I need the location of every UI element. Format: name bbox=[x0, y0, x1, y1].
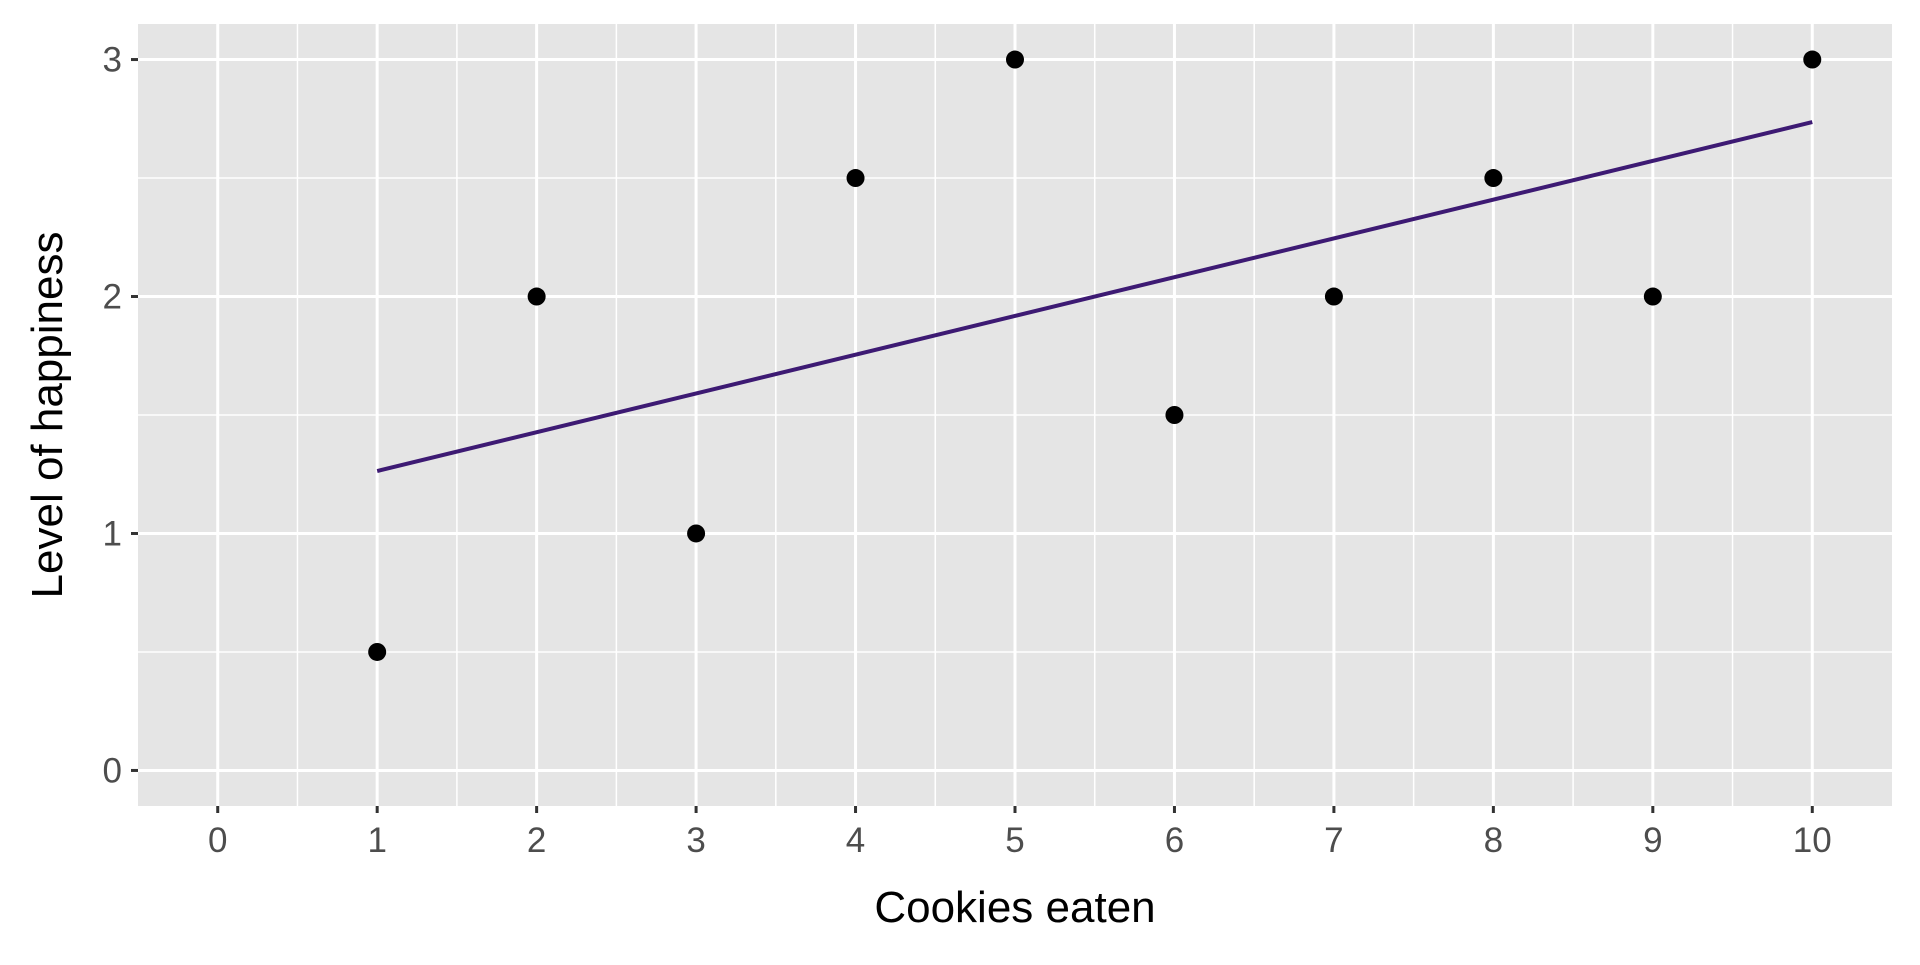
data-point bbox=[1643, 287, 1662, 306]
x-tick-label: 6 bbox=[1165, 821, 1184, 860]
x-tick-label: 7 bbox=[1324, 821, 1343, 860]
x-axis: 0 1 2 3 4 5 6 7 8 9 10 bbox=[208, 806, 1832, 860]
y-tick-label: 1 bbox=[103, 514, 122, 553]
y-tick-label: 0 bbox=[103, 751, 122, 790]
data-point bbox=[368, 642, 387, 661]
trend-line-group bbox=[376, 120, 1813, 473]
data-point bbox=[1803, 50, 1822, 69]
x-tick-label: 2 bbox=[527, 821, 546, 860]
y-axis-label: Level of happiness bbox=[23, 232, 72, 599]
y-axis: 0 1 2 3 bbox=[103, 41, 138, 790]
x-tick-label: 0 bbox=[208, 821, 227, 860]
data-points bbox=[368, 50, 1822, 661]
data-point bbox=[1324, 287, 1343, 306]
x-tick-label: 5 bbox=[1005, 821, 1024, 860]
data-point bbox=[1165, 406, 1184, 424]
y-tick-label: 3 bbox=[103, 41, 122, 80]
x-tick-label: 4 bbox=[846, 821, 865, 860]
x-axis-label: Cookies eaten bbox=[874, 883, 1155, 932]
trend-line bbox=[376, 120, 1813, 473]
x-tick-label: 8 bbox=[1484, 821, 1503, 860]
y-tick-label: 2 bbox=[103, 278, 122, 317]
data-point bbox=[527, 287, 546, 306]
data-point bbox=[687, 524, 706, 543]
x-tick-label: 1 bbox=[367, 821, 386, 860]
data-point bbox=[1484, 169, 1503, 188]
x-tick-label: 10 bbox=[1793, 821, 1832, 860]
x-tick-label: 9 bbox=[1643, 821, 1662, 860]
data-point bbox=[846, 169, 865, 188]
x-tick-label: 3 bbox=[686, 821, 705, 860]
data-point bbox=[1006, 50, 1024, 69]
